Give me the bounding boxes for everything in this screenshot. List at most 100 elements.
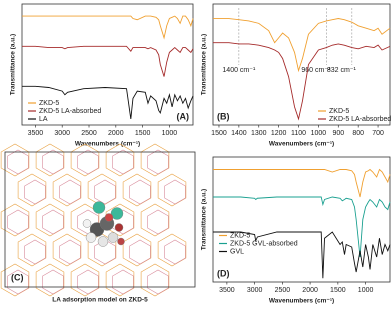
legend-label: GVL bbox=[230, 248, 244, 255]
framework-ring bbox=[112, 269, 134, 295]
framework-ring bbox=[147, 209, 169, 235]
panel-label: (C) bbox=[11, 272, 24, 282]
x-axis-title: Wavenumbers (cm⁻¹) bbox=[269, 298, 334, 305]
x-tick-label: 3500 bbox=[219, 287, 235, 294]
caption: LA adsorption model on ZKD-5 bbox=[52, 297, 148, 304]
framework-ring bbox=[147, 149, 169, 175]
x-tick-label: 1000 bbox=[162, 130, 178, 137]
framework-ring bbox=[147, 269, 169, 295]
molecular-model bbox=[0, 143, 195, 297]
framework-ring bbox=[35, 263, 65, 297]
atom bbox=[92, 201, 106, 214]
x-tick-label: 1000 bbox=[358, 287, 374, 294]
x-tick-label: 3500 bbox=[28, 130, 44, 137]
x-tick-label: 2000 bbox=[302, 287, 318, 294]
framework-ring bbox=[164, 239, 186, 265]
y-axis-title: Transmittance (a.u.) bbox=[201, 34, 208, 95]
framework-ring bbox=[122, 173, 152, 207]
framework-ring bbox=[7, 209, 29, 235]
framework-ring bbox=[17, 173, 47, 207]
framework-ring bbox=[105, 203, 135, 237]
y-axis-title: Transmittance (a.u.) bbox=[201, 189, 208, 250]
framework-ring bbox=[70, 263, 100, 297]
framework-ring bbox=[7, 269, 29, 295]
legend-label: ZKD-5 bbox=[39, 100, 59, 107]
atom bbox=[110, 207, 124, 220]
x-tick-label: 3000 bbox=[54, 130, 70, 137]
x-tick-label: 1400 bbox=[231, 130, 247, 137]
x-tick-label: 2500 bbox=[81, 130, 97, 137]
atom bbox=[117, 237, 125, 246]
legend-label: ZKD-5 bbox=[329, 108, 349, 115]
framework-ring bbox=[42, 149, 64, 175]
annotation: 1400 cm⁻¹ bbox=[222, 67, 256, 74]
model-background bbox=[5, 152, 195, 287]
framework-ring bbox=[77, 269, 99, 295]
atom bbox=[107, 232, 119, 243]
framework-ring bbox=[42, 269, 64, 295]
x-tick-label: 2000 bbox=[108, 130, 124, 137]
panel-frame bbox=[4, 151, 196, 288]
framework-ring bbox=[42, 209, 64, 235]
spectrum-line bbox=[213, 168, 391, 198]
framework-ring bbox=[0, 203, 30, 237]
legend-label: LA bbox=[39, 116, 48, 123]
spectrum-line bbox=[213, 18, 391, 73]
framework-ring bbox=[7, 149, 29, 175]
framework-ring bbox=[52, 173, 82, 207]
panel-label: (B) bbox=[217, 111, 230, 121]
plot-frame bbox=[212, 156, 391, 283]
framework-ring bbox=[157, 173, 187, 207]
panel-label: (D) bbox=[217, 268, 230, 278]
legend-label: ZKD-5 bbox=[230, 232, 250, 239]
spectrum-line bbox=[22, 45, 194, 77]
framework-ring bbox=[59, 239, 81, 265]
y-axis-title: Transmittance (a.u.) bbox=[10, 34, 17, 95]
annotation: 832 cm⁻¹ bbox=[327, 67, 357, 74]
x-tick-label: 1100 bbox=[291, 130, 306, 137]
framework-ring bbox=[59, 179, 81, 205]
x-tick-label: 1200 bbox=[271, 130, 287, 137]
framework-ring bbox=[94, 239, 116, 265]
x-tick-label: 1500 bbox=[211, 130, 227, 137]
framework-ring bbox=[24, 239, 46, 265]
framework-ring bbox=[129, 179, 151, 205]
framework-ring bbox=[35, 203, 65, 237]
x-axis-title: Wavenumbers (cm⁻¹) bbox=[75, 141, 140, 148]
x-tick-label: 700 bbox=[372, 130, 384, 137]
panel-label: (A) bbox=[177, 111, 190, 121]
framework-ring bbox=[129, 239, 151, 265]
atom bbox=[104, 213, 114, 222]
framework-ring bbox=[77, 149, 99, 175]
x-tick-label: 800 bbox=[352, 130, 364, 137]
plot-frame bbox=[212, 3, 391, 126]
framework-ring bbox=[164, 179, 186, 205]
legend-label: ZKD-5 LA-absorbed bbox=[329, 116, 391, 123]
x-tick-label: 1500 bbox=[135, 130, 151, 137]
atom bbox=[114, 223, 124, 232]
x-tick-label: 2500 bbox=[275, 287, 291, 294]
spectrum-line bbox=[213, 231, 391, 279]
x-tick-label: 1000 bbox=[311, 130, 327, 137]
framework-ring bbox=[105, 263, 135, 297]
x-axis-title: Wavenumbers (cm⁻¹) bbox=[269, 141, 334, 148]
atom bbox=[82, 219, 92, 228]
annotation: 960 cm⁻¹ bbox=[301, 67, 331, 74]
spectrum-line bbox=[22, 15, 194, 40]
framework-ring bbox=[52, 233, 82, 267]
legend-label: ZKD-5 LA-absorbed bbox=[39, 108, 101, 115]
framework-ring bbox=[157, 233, 187, 267]
framework-ring bbox=[87, 233, 117, 267]
legend-label: ZKD-5 GVL-absorbed bbox=[230, 240, 298, 247]
x-tick-label: 1300 bbox=[251, 130, 267, 137]
framework-ring bbox=[17, 233, 47, 267]
x-tick-label: 900 bbox=[332, 130, 344, 137]
framework-ring bbox=[112, 149, 134, 175]
x-tick-label: 1500 bbox=[330, 287, 346, 294]
plot-frame bbox=[21, 3, 194, 126]
spectrum-line bbox=[22, 85, 194, 120]
framework-ring bbox=[140, 263, 170, 297]
framework-ring bbox=[140, 203, 170, 237]
